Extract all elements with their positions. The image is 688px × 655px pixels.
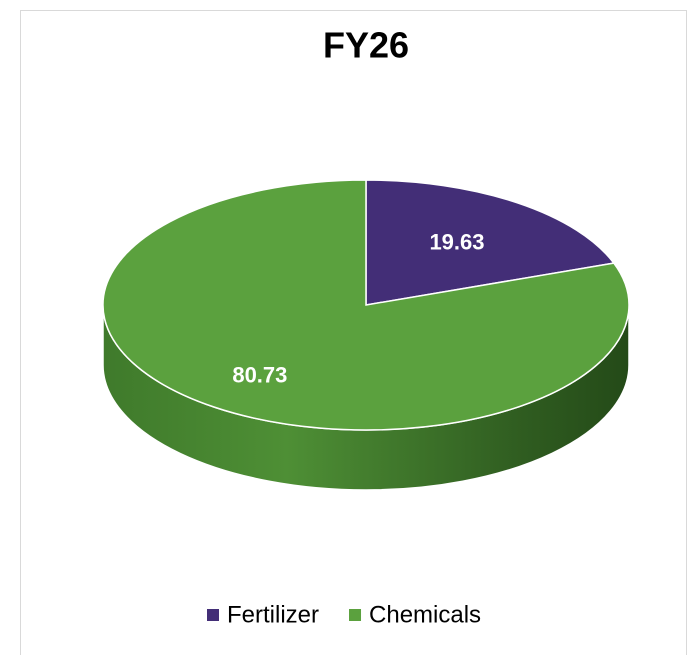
legend-swatch <box>349 609 362 621</box>
pie-slice <box>102 179 630 431</box>
data-label: 80.73 <box>232 362 287 387</box>
legend: Fertilizer Chemicals <box>207 601 481 628</box>
chart-title: FY26 <box>323 25 409 66</box>
pie: 19.63 80.73 <box>102 179 630 491</box>
pie-slice <box>365 179 616 306</box>
legend-label: Fertilizer <box>227 601 319 628</box>
legend-label: Chemicals <box>369 601 481 628</box>
data-label: 19.63 <box>429 230 484 255</box>
legend-swatch <box>207 609 219 621</box>
